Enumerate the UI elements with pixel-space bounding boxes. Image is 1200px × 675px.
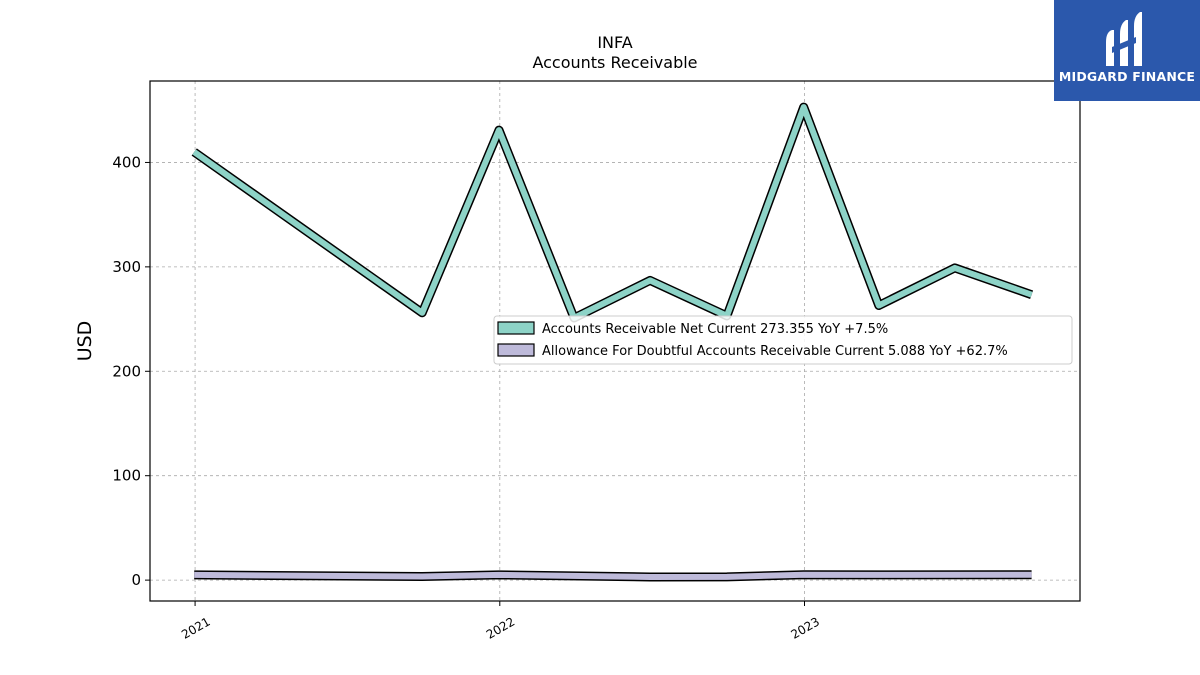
y-tick-label: 200 (112, 362, 141, 380)
y-tick-label: 300 (112, 258, 141, 276)
plot-frame (149, 80, 1081, 602)
legend: Accounts Receivable Net Current 273.355 … (493, 315, 1073, 365)
logo-text: MIDGARD FINANCE (1058, 69, 1196, 84)
y-tick-label: 400 (112, 153, 141, 171)
series-lines (191, 102, 1034, 582)
legend-label-1: Accounts Receivable Net Current 273.355 … (542, 322, 888, 337)
legend-label-2: Allowance For Doubtful Accounts Receivab… (542, 344, 1008, 359)
chart-subtitle: Accounts Receivable (532, 53, 697, 72)
legend-swatch-1 (497, 321, 535, 335)
axis-ticks: 0 100 200 300 400 2021 2022 2023 (112, 153, 822, 641)
x-tick-label: 2021 (179, 614, 212, 641)
brand-logo: MIDGARD FINANCE (1054, 0, 1200, 101)
series-2-line (194, 571, 1032, 580)
legend-box (493, 315, 1073, 365)
y-tick-label: 0 (131, 571, 141, 589)
y-axis-label: USD (74, 321, 96, 362)
legend-swatch-2 (497, 343, 535, 357)
logo-mark-icon (1106, 12, 1142, 66)
series-1-outline (191, 102, 1034, 323)
series-1-line (192, 104, 1033, 321)
y-tick-label: 100 (112, 467, 141, 485)
grid (150, 81, 1080, 601)
chart-title: INFA (597, 33, 632, 52)
x-tick-label: 2023 (789, 614, 822, 641)
x-tick-label: 2022 (484, 614, 517, 641)
